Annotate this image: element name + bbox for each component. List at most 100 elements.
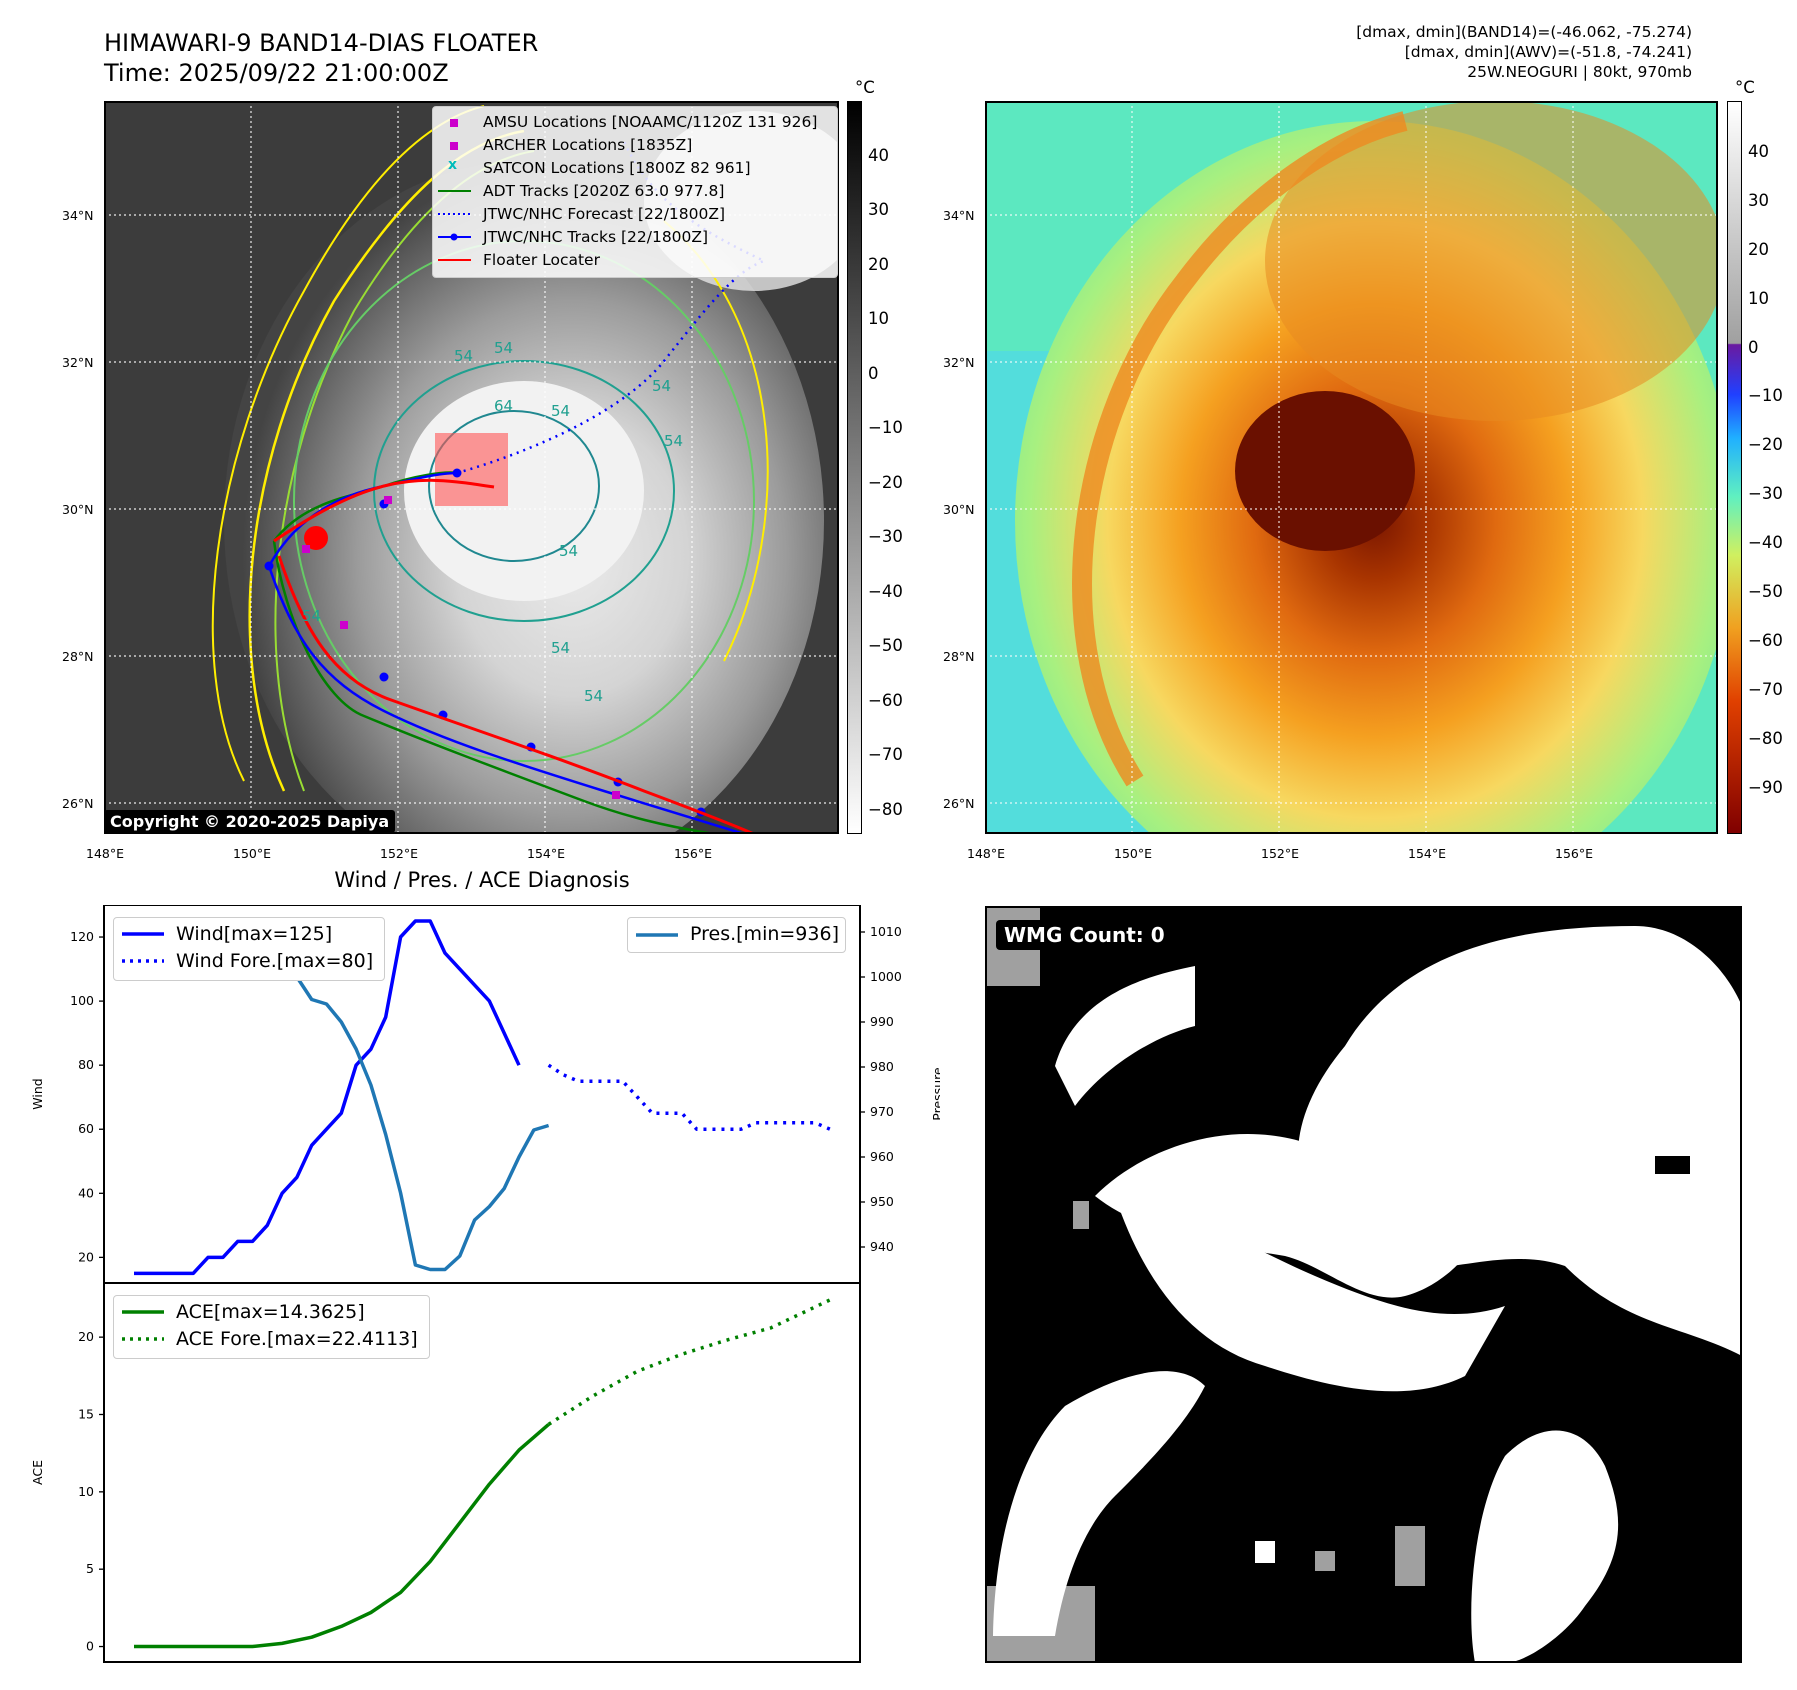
y-tick-label: 120 (70, 929, 94, 944)
legend-jtwc-forecast: JTWC/NHC Forecast [22/1800Z] (483, 205, 726, 223)
y-tick-label: 15 (78, 1406, 94, 1421)
cb-tick: −60 (868, 691, 903, 710)
contour-label: 54 (494, 339, 513, 357)
lon-tick: 150°E (233, 846, 272, 861)
cb-tick: −10 (868, 418, 903, 437)
cb-tick: −30 (1748, 484, 1783, 503)
lat-tick: 28°N (62, 649, 94, 664)
contour-label: 54 (664, 432, 683, 450)
cb-tick: −60 (1748, 631, 1783, 650)
awv-map-right (985, 101, 1718, 834)
legend-amsu: AMSU Locations [NOAAMC/1120Z 131 926] (483, 113, 818, 131)
lon-tick: 156°E (1555, 846, 1594, 861)
wind-legend: Wind[max=125] Wind Fore.[max=80] (113, 917, 385, 981)
legend-pressure: Pres.[min=936] (690, 923, 839, 945)
ace-panel: 20 15 10 5 0 ACE (30, 1282, 861, 1663)
y2-tick-label: 1010 (870, 924, 902, 939)
title-line1: HIMAWARI-9 BAND14-DIAS FLOATER (104, 29, 539, 57)
lat-tick: 28°N (943, 649, 975, 664)
legend-markers: x (438, 119, 471, 261)
y-axis-label: ACE (30, 1460, 45, 1485)
cb-tick: −50 (868, 636, 903, 655)
cb-tick: −70 (1748, 680, 1783, 699)
cb-tick: −20 (1748, 435, 1783, 454)
y2-tick-label: 960 (870, 1149, 894, 1164)
wmg-count-label: WMG Count: 0 (996, 920, 1173, 950)
lon-tick: 152°E (1261, 846, 1300, 861)
diagnosis-title: Wind / Pres. / ACE Diagnosis (334, 868, 630, 892)
y2-tick-label: 1000 (870, 969, 902, 984)
cb-tick: −30 (868, 527, 903, 546)
lon-tick: 154°E (527, 846, 566, 861)
contour-label: 54 (652, 377, 671, 395)
contour-label: 54 (551, 402, 570, 420)
cb-tick: −10 (1748, 386, 1783, 405)
archer-marker-icon (450, 142, 458, 150)
y-tick-label: 5 (86, 1561, 94, 1576)
cb-tick: −20 (868, 473, 903, 492)
cb-tick: 30 (868, 200, 889, 219)
copyright-label: Copyright © 2020-2025 Dapiya (104, 810, 396, 833)
left-colorbar-unit: °C (855, 78, 875, 97)
ace-legend: ACE[max=14.3625] ACE Fore.[max=22.4113] (113, 1295, 430, 1359)
contour-label: 54 (302, 607, 321, 625)
cb-tick: −50 (1748, 582, 1783, 601)
y-tick-label: 80 (78, 1057, 94, 1072)
cb-tick: 0 (868, 364, 879, 383)
legend-jtwc-tracks: JTWC/NHC Tracks [22/1800Z] (483, 228, 709, 246)
series-line-0 (134, 919, 521, 1276)
y-tick-label: 20 (78, 1329, 94, 1344)
cb-tick: −40 (868, 582, 903, 601)
y2-tick-label: 950 (870, 1194, 894, 1209)
wmg-panel (985, 906, 1742, 1663)
contour-label: 64 (494, 397, 513, 415)
cb-tick: 20 (1748, 240, 1769, 259)
right-map-frame (985, 101, 1718, 834)
storm-info: [dmax, dmin](BAND14)=(-46.062, -75.274) … (1356, 22, 1692, 82)
legend-adt: ADT Tracks [2020Z 63.0 977.8] (483, 182, 725, 200)
left-map-frame (104, 101, 839, 834)
lat-tick: 32°N (62, 355, 94, 370)
legend-wind-fore: Wind Fore.[max=80] (176, 950, 374, 972)
cb-tick: −40 (1748, 533, 1783, 552)
cb-tick: 20 (868, 255, 889, 274)
title-line2: Time: 2025/09/22 21:00:00Z (104, 59, 449, 87)
lat-tick: 30°N (62, 502, 94, 517)
lon-tick: 148°E (967, 846, 1006, 861)
contour-label: 54 (559, 542, 578, 560)
info-line3: 25W.NEOGURI | 80kt, 970mb (1467, 63, 1692, 81)
wmg-frame (985, 906, 1742, 1663)
lat-tick: 26°N (943, 796, 975, 811)
info-line2: [dmax, dmin](AWV)=(-51.8, -74.241) (1404, 43, 1692, 61)
cb-tick: −70 (868, 745, 903, 764)
legend-satcon: SATCON Locations [1800Z 82 961] (483, 159, 751, 177)
cb-tick: 40 (868, 146, 889, 165)
lat-tick: 26°N (62, 796, 94, 811)
y-axis-label: Wind (30, 1078, 45, 1109)
legend-archer: ARCHER Locations [1835Z] (483, 136, 693, 154)
svg-text:x: x (448, 157, 457, 173)
cb-tick: 10 (1748, 289, 1769, 308)
left-colorbar (847, 101, 862, 834)
y-tick-label: 100 (70, 993, 94, 1008)
legend-wind: Wind[max=125] (176, 923, 333, 945)
contour-label: 54 (454, 347, 473, 365)
plot-frame (103, 1282, 861, 1663)
y2-tick-label: 970 (870, 1104, 894, 1119)
y2-tick-label: 980 (870, 1059, 894, 1074)
y-tick-label: 10 (78, 1484, 94, 1499)
y2-tick-label: 940 (870, 1239, 894, 1254)
pressure-legend: Pres.[min=936] (627, 917, 846, 953)
lon-tick: 152°E (380, 846, 419, 861)
right-colorbar (1727, 101, 1742, 834)
y2-tick-label: 990 (870, 1014, 894, 1029)
cb-tick: 10 (868, 309, 889, 328)
lon-tick: 148°E (86, 846, 125, 861)
y-tick-label: 0 (86, 1639, 94, 1654)
contour-label: 54 (551, 639, 570, 657)
lat-tick: 34°N (62, 208, 94, 223)
lon-tick: 154°E (1408, 846, 1447, 861)
wind-pressure-panel: 120 100 80 60 40 20 Wind 1010 1000 990 980 970 960 95… (30, 905, 940, 1284)
series-line-0 (134, 1423, 550, 1649)
figure-title: HIMAWARI-9 BAND14-DIAS FLOATER Time: 202… (104, 28, 538, 88)
